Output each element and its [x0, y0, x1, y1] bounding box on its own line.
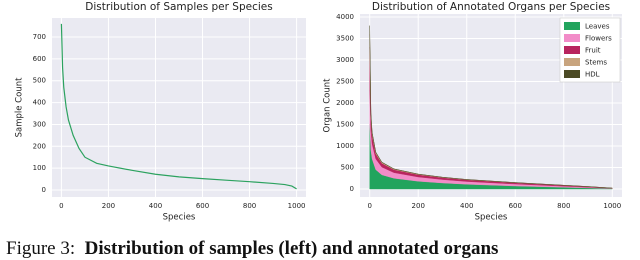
y-tick-label: 200 [33, 142, 46, 150]
y-tick-label: 3000 [336, 56, 354, 64]
y-tick-label: 4000 [336, 13, 354, 21]
chart-title: Distribution of Annotated Organs per Spe… [372, 1, 610, 13]
y-tick-label: 1000 [336, 142, 354, 150]
x-tick-label: 400 [149, 202, 162, 210]
caption-label: Figure 3: [6, 238, 76, 259]
y-tick-label: 600 [33, 55, 46, 63]
y-axis-label: Sample Count [15, 77, 25, 137]
y-tick-label: 2500 [336, 78, 354, 86]
x-tick-label: 0 [367, 202, 371, 210]
legend-label: HDL [585, 71, 600, 79]
legend-swatch [564, 22, 580, 30]
legend-swatch [564, 58, 580, 66]
y-tick-label: 1500 [336, 121, 354, 129]
legend-swatch [564, 46, 580, 54]
chart-title: Distribution of Samples per Species [85, 1, 272, 13]
x-tick-label: 800 [557, 202, 570, 210]
y-tick-label: 100 [33, 164, 46, 172]
area [369, 25, 613, 189]
y-tick-label: 0 [350, 185, 354, 193]
data-line [60, 23, 297, 190]
x-tick-label: 400 [460, 202, 473, 210]
plot-background [52, 18, 306, 197]
legend-label: Stems [585, 59, 607, 67]
x-tick-label: 800 [243, 202, 256, 210]
y-tick-label: 700 [33, 33, 46, 41]
y-tick-label: 300 [33, 120, 46, 128]
y-axis-label: Organ Count [323, 78, 333, 133]
caption: Figure 3: Distribution of samples (left)… [6, 238, 498, 260]
y-tick-label: 500 [341, 164, 354, 172]
x-tick-label: 1000 [288, 202, 306, 210]
x-tick-label: 600 [196, 202, 209, 210]
y-tick-label: 400 [33, 99, 46, 107]
legend-swatch [564, 34, 580, 42]
figure: Distribution of Samples per Species Speci… [15, 1, 622, 223]
y-tick-label: 0 [42, 186, 46, 194]
legend-label: Flowers [585, 35, 612, 43]
y-tick-label: 2000 [336, 99, 354, 107]
y-tick-label: 500 [33, 77, 46, 85]
legend-label: Leaves [585, 23, 610, 31]
caption-text: Distribution of samples (left) and annot… [84, 238, 499, 259]
x-tick-label: 0 [59, 202, 63, 210]
x-tick-label: 600 [509, 202, 522, 210]
legend-swatch [564, 70, 580, 78]
x-axis-label: Species [475, 213, 508, 223]
legend-label: Fruit [585, 47, 601, 55]
x-tick-label: 200 [102, 202, 115, 210]
x-axis-label: Species [163, 213, 196, 223]
x-tick-label: 200 [412, 202, 425, 210]
x-tick-label: 1000 [603, 202, 621, 210]
y-tick-label: 3500 [336, 35, 354, 43]
